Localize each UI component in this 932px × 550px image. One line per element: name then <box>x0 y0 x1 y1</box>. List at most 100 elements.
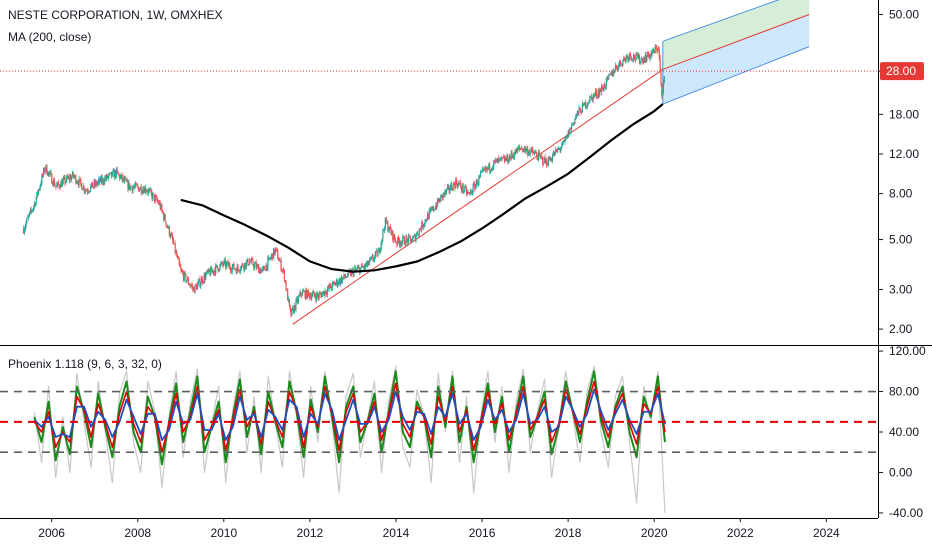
candle-body <box>145 191 147 192</box>
candle-body <box>494 160 497 161</box>
candle-body <box>479 175 481 177</box>
candle-body <box>270 256 272 259</box>
candle-body <box>266 264 268 269</box>
candle-body <box>476 180 478 185</box>
price-pane[interactable] <box>0 0 878 325</box>
candle-body <box>415 235 417 241</box>
candle-body <box>125 179 127 182</box>
candle-body <box>403 237 406 245</box>
candle-body <box>564 138 566 142</box>
candle-body <box>627 56 629 60</box>
candle-body <box>35 198 37 206</box>
candle-body <box>406 237 408 239</box>
candle-body <box>143 189 145 193</box>
candle-body <box>367 260 369 266</box>
candle-body <box>497 158 499 163</box>
candle-body <box>113 170 115 178</box>
candle-body <box>508 161 510 163</box>
price-tick-label: 5.00 <box>889 233 913 247</box>
candle-body <box>258 269 261 273</box>
candle-body <box>246 259 248 262</box>
candle-body <box>142 189 144 193</box>
candle-body <box>147 191 149 193</box>
candle-body <box>629 53 631 57</box>
candle-body <box>251 259 253 260</box>
candle-body <box>480 171 482 174</box>
candle-body <box>82 186 84 190</box>
candle-body <box>471 192 473 194</box>
candle-body <box>227 261 229 267</box>
candle-body <box>89 190 91 192</box>
candle-body <box>398 240 401 245</box>
candle-body <box>656 47 658 51</box>
candle-body <box>505 158 507 161</box>
candle-body <box>433 209 435 211</box>
candle-body <box>351 269 353 271</box>
candle-body <box>444 190 446 195</box>
candle-body <box>135 183 137 185</box>
candle-body <box>613 71 615 74</box>
candle-body <box>477 182 479 185</box>
candle-body <box>114 170 116 178</box>
osc-series-gray <box>33 365 666 513</box>
candle-body <box>154 196 156 202</box>
candle-body <box>162 212 165 220</box>
candle-body <box>601 86 603 90</box>
candle-body <box>550 158 552 161</box>
candle-body <box>107 176 109 179</box>
candle-body <box>294 305 296 310</box>
candle-body <box>388 230 390 232</box>
candle-body <box>546 159 548 166</box>
candle-body <box>589 96 591 103</box>
osc-tick-label: 0.00 <box>889 465 913 479</box>
time-tick-label: 2010 <box>210 526 237 540</box>
candle-body <box>630 56 632 60</box>
candle-body <box>485 167 487 170</box>
candle-body <box>347 270 349 277</box>
candle-body <box>153 193 155 195</box>
oscillator-pane[interactable] <box>0 365 878 513</box>
candle-body <box>244 262 246 270</box>
candle-body <box>663 76 665 83</box>
candle-body <box>210 267 212 276</box>
candle-body <box>309 295 311 298</box>
candle-body <box>41 175 43 184</box>
candle-body <box>324 290 326 296</box>
candle-body <box>243 266 245 270</box>
candle-body <box>333 282 335 284</box>
candle-body <box>157 200 159 202</box>
candle-body <box>398 237 400 241</box>
last-price-badge <box>880 62 924 81</box>
candle-body <box>272 253 274 259</box>
candle-body <box>596 96 598 97</box>
candle-body <box>196 285 198 290</box>
candle-body <box>465 187 468 194</box>
candle-body <box>520 148 522 150</box>
candle-body <box>504 158 506 162</box>
candle-body <box>362 267 364 268</box>
candle-body <box>401 241 403 245</box>
candle-body <box>388 226 391 231</box>
candle-body <box>470 191 473 194</box>
candle-body <box>522 150 525 152</box>
candle-body <box>503 157 506 162</box>
candle-body <box>38 188 40 190</box>
candle-body <box>229 264 231 269</box>
candle-body <box>646 56 648 62</box>
candle-body <box>593 94 595 96</box>
candle-body <box>75 175 77 183</box>
candle-body <box>638 54 641 63</box>
candle-body <box>380 242 382 249</box>
candle-body <box>264 269 266 271</box>
candle-body <box>122 177 124 180</box>
candle-body <box>602 89 604 91</box>
candle-body <box>295 300 297 310</box>
candle-body <box>254 262 257 265</box>
candle-body <box>571 124 574 126</box>
candle-body <box>287 299 290 301</box>
candle-body <box>204 274 206 280</box>
candle-body <box>474 184 477 190</box>
candle-body <box>581 103 583 113</box>
candle-body <box>307 290 309 293</box>
